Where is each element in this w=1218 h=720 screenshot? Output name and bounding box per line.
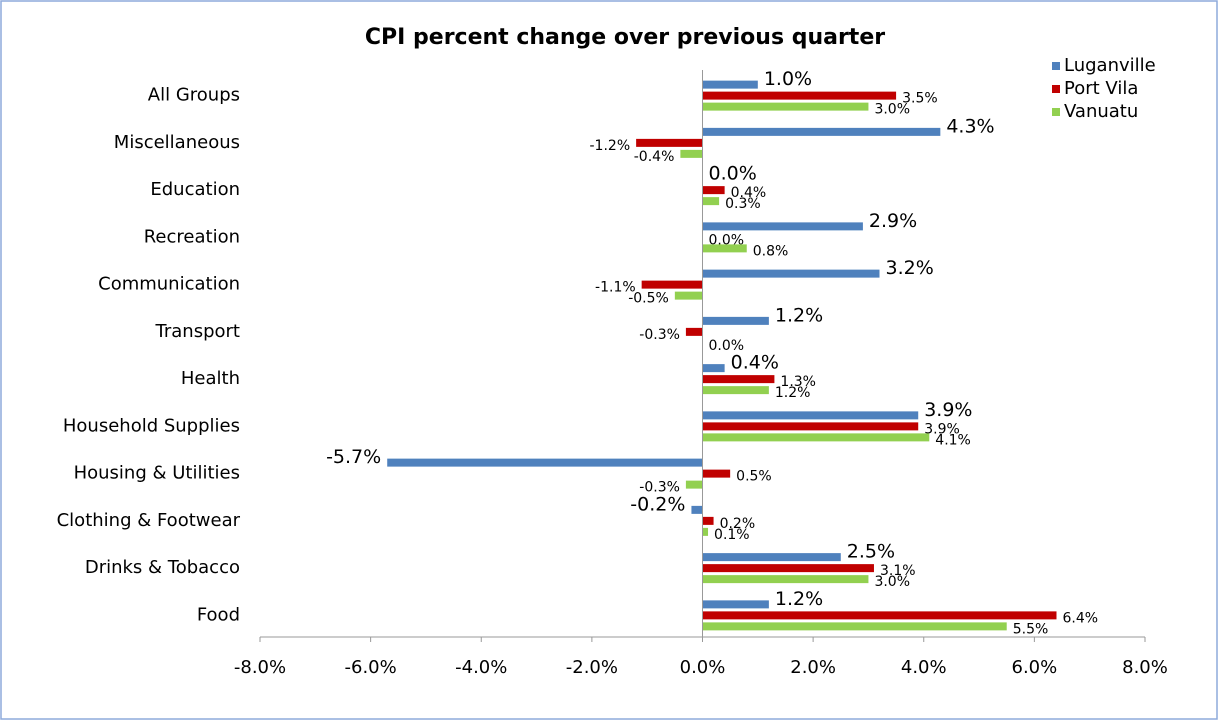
value-label: 1.2% <box>775 588 823 610</box>
x-tick-label: 4.0% <box>901 657 947 678</box>
value-label: -0.3% <box>639 480 680 496</box>
bar <box>685 480 703 489</box>
bar <box>702 433 930 442</box>
value-label: 3.5% <box>902 91 938 107</box>
value-label: 1.2% <box>775 304 823 326</box>
bar <box>674 291 703 300</box>
value-label: 0.0% <box>709 163 757 185</box>
value-label: 4.3% <box>946 115 994 137</box>
y-tick-label: Transport <box>155 321 240 342</box>
value-label: 0.5% <box>736 469 772 485</box>
value-label: 0.2% <box>720 516 756 532</box>
value-label: 3.9% <box>924 399 972 421</box>
value-label: 1.2% <box>775 385 811 401</box>
bar <box>702 244 747 253</box>
x-tick-label: 2.0% <box>790 657 836 678</box>
bar <box>702 197 720 206</box>
bar <box>387 458 703 467</box>
bar <box>702 527 709 536</box>
legend-swatch <box>1052 62 1060 70</box>
bar <box>702 386 769 395</box>
x-tick-label: -4.0% <box>455 657 507 678</box>
value-label: 6.4% <box>1063 610 1099 626</box>
bar <box>702 91 897 100</box>
x-tick-label: 0.0% <box>680 657 726 678</box>
bar <box>702 516 714 525</box>
y-tick-label: Drinks & Tobacco <box>85 557 240 578</box>
value-label: 0.4% <box>731 185 767 201</box>
bar <box>702 127 941 136</box>
value-label: -1.2% <box>590 138 631 154</box>
y-tick-label: Household Supplies <box>63 415 240 436</box>
bar <box>702 411 919 420</box>
value-label: -1.1% <box>595 280 636 296</box>
bar <box>702 364 725 373</box>
value-label: -0.2% <box>630 493 685 515</box>
x-tick-label: 8.0% <box>1122 657 1168 678</box>
legend-label: Port Vila <box>1064 78 1138 99</box>
bar <box>702 375 775 384</box>
bar <box>702 80 758 89</box>
y-tick-label: Housing & Utilities <box>74 463 240 484</box>
bar <box>636 138 703 147</box>
legend-swatch <box>1052 108 1060 116</box>
bar <box>702 553 841 562</box>
value-label: 2.5% <box>847 541 895 563</box>
bar <box>702 102 869 111</box>
bar <box>702 611 1057 620</box>
value-label: -0.3% <box>639 327 680 343</box>
bar <box>680 149 703 158</box>
chart-title: CPI percent change over previous quarter <box>365 25 885 50</box>
bar <box>702 575 869 584</box>
value-label: 3.2% <box>886 257 934 279</box>
y-tick-label: Food <box>197 604 240 625</box>
bar <box>685 327 703 336</box>
y-tick-label: All Groups <box>148 85 240 106</box>
x-tick-label: 6.0% <box>1012 657 1058 678</box>
bar <box>702 564 874 573</box>
value-label: 1.3% <box>780 374 816 390</box>
bar <box>702 222 863 231</box>
bar <box>702 316 769 325</box>
bar <box>641 280 703 289</box>
bar <box>691 505 703 514</box>
legend-label: Vanuatu <box>1064 101 1138 122</box>
x-tick-label: -8.0% <box>234 657 286 678</box>
y-tick-label: Recreation <box>144 226 240 247</box>
value-label: -0.5% <box>628 291 669 307</box>
y-tick-label: Miscellaneous <box>114 132 240 153</box>
value-label: 2.9% <box>869 210 917 232</box>
y-tick-label: Communication <box>98 274 240 295</box>
bar <box>702 186 725 195</box>
value-label: 0.3% <box>725 196 761 212</box>
value-label: 1.0% <box>764 68 812 90</box>
bar <box>702 422 919 431</box>
y-tick-label: Health <box>181 368 240 389</box>
y-tick-label: Education <box>150 179 240 200</box>
value-label: 4.1% <box>935 432 971 448</box>
value-label: 3.0% <box>874 102 910 118</box>
x-tick-label: -2.0% <box>566 657 618 678</box>
legend-label: Luganville <box>1064 55 1156 76</box>
value-label: 0.4% <box>731 352 779 374</box>
bar <box>702 269 880 278</box>
value-label: -5.7% <box>326 446 381 468</box>
legend-swatch <box>1052 85 1060 93</box>
value-label: 0.0% <box>709 338 745 354</box>
bar <box>702 600 769 609</box>
value-label: -0.4% <box>634 149 675 165</box>
value-label: 5.5% <box>1013 621 1049 637</box>
value-label: 3.1% <box>880 563 916 579</box>
y-tick-label: Clothing & Footwear <box>57 510 241 531</box>
value-label: 0.1% <box>714 527 750 543</box>
bar <box>702 622 1007 631</box>
x-tick-label: -6.0% <box>345 657 397 678</box>
bar <box>702 469 731 478</box>
value-label: 0.8% <box>753 243 789 259</box>
value-label: 3.9% <box>924 421 960 437</box>
value-label: 3.0% <box>874 574 910 590</box>
